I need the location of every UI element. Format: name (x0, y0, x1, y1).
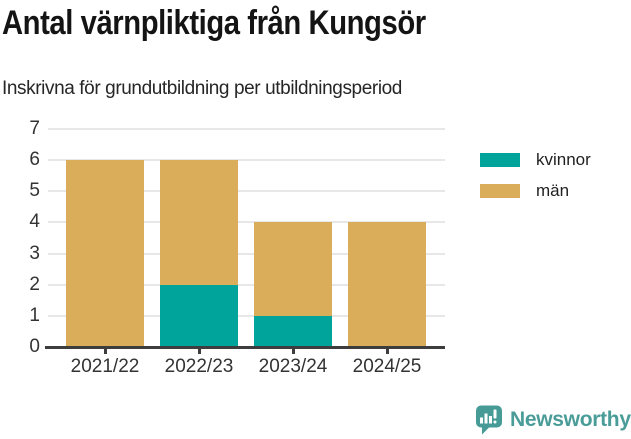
x-axis-tick-label: 2021/22 (70, 356, 140, 377)
x-axis-tick (385, 349, 389, 354)
bar-segment-kvinnor-2022/23 (160, 284, 238, 347)
x-axis-tick-label: 2024/25 (352, 356, 422, 377)
brand-footer: Newsworthy (476, 405, 631, 435)
chart-title: Antal värnpliktiga från Kungsör (2, 4, 426, 42)
logo-exclamation-dot (493, 420, 497, 424)
gridline (48, 283, 445, 286)
gridline (48, 314, 445, 317)
gridline (48, 221, 445, 224)
bar-segment-män-2022/23 (160, 160, 238, 285)
legend-item-kvinnor: kvinnor (480, 150, 591, 170)
x-axis-tick-label: 2022/23 (164, 356, 234, 377)
y-axis-tick-label: 6 (29, 149, 40, 171)
gridline (48, 159, 445, 162)
logo-bar-2 (484, 413, 488, 424)
y-axis-tick-label: 7 (29, 118, 40, 139)
plot-area: 0 1 2 3 4 5 6 7 2021/22 2022/23 2023/24 2024/25 (29, 118, 445, 377)
logo-exclamation-stroke (493, 409, 497, 419)
x-axis-tick (291, 349, 295, 354)
gridline (48, 190, 445, 193)
legend: kvinnor män (480, 150, 591, 212)
logo-bar-3 (489, 416, 492, 424)
newsworthy-logo-icon (476, 405, 502, 435)
gridline (48, 252, 445, 255)
brand-name: Newsworthy (510, 408, 631, 431)
y-axis-tick-label: 4 (29, 211, 40, 233)
y-axis-tick-label: 1 (29, 304, 40, 326)
legend-swatch-män (480, 184, 520, 198)
chart-subtitle: Inskrivna för grundutbildning per utbild… (2, 78, 402, 99)
bar-segment-män-2021/22 (66, 160, 144, 347)
x-axis-tick-label: 2023/24 (258, 356, 328, 377)
bar-segment-kvinnor-2023/24 (254, 315, 332, 347)
bar-segment-män-2024/25 (348, 222, 426, 347)
legend-swatch-kvinnor (480, 153, 520, 167)
x-axis-tick (197, 349, 201, 354)
y-axis-tick-label: 2 (29, 273, 40, 295)
x-axis-tick (103, 349, 107, 354)
legend-item-män: män (480, 181, 591, 201)
x-axis-line (45, 346, 445, 349)
legend-label-kvinnor: kvinnor (536, 150, 591, 169)
y-axis-tick-label: 0 (29, 336, 40, 357)
bar-segment-män-2023/24 (254, 222, 332, 316)
legend-label-män: män (536, 181, 570, 200)
gridline (48, 128, 445, 130)
logo-bar-1 (480, 417, 483, 424)
y-axis-tick-label: 3 (29, 242, 40, 264)
y-axis-tick-label: 5 (29, 180, 40, 202)
